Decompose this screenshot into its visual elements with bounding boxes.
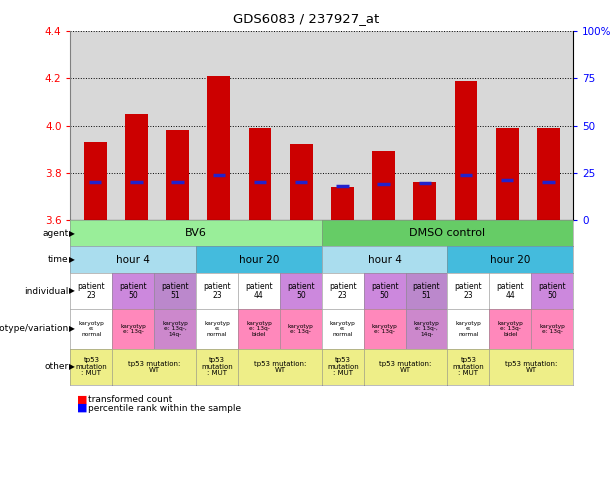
Text: patient
51: patient 51 [161, 282, 189, 300]
Text: karyotyp
e: 13q-,
14q-: karyotyp e: 13q-, 14q- [414, 321, 440, 337]
Text: karyotyp
e: 13q-: karyotyp e: 13q- [539, 324, 565, 334]
Text: individual: individual [25, 286, 69, 296]
Text: tp53 mutation:
WT: tp53 mutation: WT [379, 361, 432, 373]
Text: time: time [48, 255, 69, 264]
Bar [125, 114, 148, 220]
Text: karyotyp
e:
normal: karyotyp e: normal [78, 321, 104, 337]
Text: DMSO control: DMSO control [409, 228, 485, 238]
Bar [290, 144, 313, 220]
Text: karyotyp
e: 13q-: karyotyp e: 13q- [288, 324, 314, 334]
Text: GDS6083 / 237927_at: GDS6083 / 237927_at [234, 12, 379, 25]
Text: ▶: ▶ [69, 255, 75, 264]
Text: percentile rank within the sample: percentile rank within the sample [88, 404, 241, 412]
Text: karyotyp
e:
normal: karyotyp e: normal [204, 321, 230, 337]
Text: genotype/variation: genotype/variation [0, 325, 69, 333]
Text: agent: agent [42, 228, 69, 238]
Text: tp53
mutation
: MUT: tp53 mutation : MUT [327, 357, 359, 376]
Text: hour 4: hour 4 [116, 255, 150, 265]
Text: tp53 mutation:
WT: tp53 mutation: WT [128, 361, 180, 373]
Bar [496, 128, 519, 220]
Text: BV6: BV6 [185, 228, 207, 238]
Text: patient
50: patient 50 [371, 282, 398, 300]
Bar [455, 81, 478, 220]
Text: ▶: ▶ [69, 286, 75, 296]
Text: patient
50: patient 50 [287, 282, 314, 300]
Text: patient
23: patient 23 [455, 282, 482, 300]
Text: tp53
mutation
: MUT: tp53 mutation : MUT [452, 357, 484, 376]
Text: patient
44: patient 44 [497, 282, 524, 300]
Text: patient
23: patient 23 [78, 282, 105, 300]
Text: patient
50: patient 50 [120, 282, 147, 300]
Text: patient
50: patient 50 [538, 282, 566, 300]
Text: other: other [44, 362, 69, 371]
Text: karyotyp
e: 13q-,
14q-: karyotyp e: 13q-, 14q- [162, 321, 188, 337]
Text: hour 20: hour 20 [490, 255, 530, 265]
Text: karyotyp
e:
normal: karyotyp e: normal [330, 321, 356, 337]
Text: patient
23: patient 23 [329, 282, 357, 300]
Text: patient
51: patient 51 [413, 282, 440, 300]
Text: karyotyp
e: 13q-: karyotyp e: 13q- [371, 324, 398, 334]
Text: patient
44: patient 44 [245, 282, 273, 300]
Bar [331, 187, 354, 220]
Bar [249, 128, 272, 220]
Text: ▶: ▶ [69, 362, 75, 371]
Text: patient
23: patient 23 [204, 282, 231, 300]
Bar [166, 130, 189, 220]
Text: tp53 mutation:
WT: tp53 mutation: WT [505, 361, 557, 373]
Text: tp53
mutation
: MUT: tp53 mutation : MUT [75, 357, 107, 376]
Text: karyotyp
e: 13q-: karyotyp e: 13q- [120, 324, 147, 334]
Text: transformed count: transformed count [88, 395, 172, 404]
Bar [372, 152, 395, 220]
Bar [537, 128, 560, 220]
Text: ▶: ▶ [69, 325, 75, 333]
Bar [207, 76, 230, 220]
Bar [84, 142, 107, 220]
Bar [414, 182, 436, 220]
Text: ■: ■ [77, 395, 87, 404]
Text: tp53
mutation
: MUT: tp53 mutation : MUT [201, 357, 233, 376]
Text: hour 20: hour 20 [239, 255, 279, 265]
Text: tp53 mutation:
WT: tp53 mutation: WT [254, 361, 306, 373]
Text: ■: ■ [77, 403, 87, 413]
Text: ▶: ▶ [69, 228, 75, 238]
Text: karyotyp
e:
normal: karyotyp e: normal [455, 321, 481, 337]
Text: karyotyp
e: 13q-
bidel: karyotyp e: 13q- bidel [497, 321, 524, 337]
Text: karyotyp
e: 13q-
bidel: karyotyp e: 13q- bidel [246, 321, 272, 337]
Text: hour 4: hour 4 [368, 255, 402, 265]
